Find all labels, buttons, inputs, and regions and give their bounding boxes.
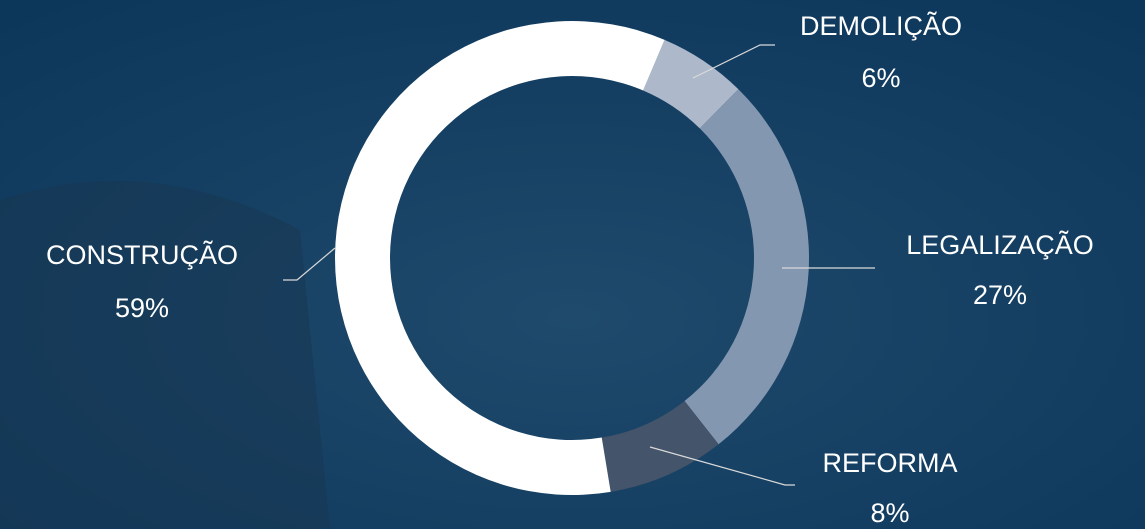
leader-line <box>692 44 775 79</box>
category-label: CONSTRUÇÃO <box>46 239 238 270</box>
category-label: DEMOLIÇÃO <box>800 10 962 41</box>
background-hill <box>0 180 330 529</box>
value-label: 27% <box>973 280 1027 310</box>
donut-segment <box>334 20 665 495</box>
value-label: 6% <box>861 63 900 93</box>
value-label: 8% <box>870 498 909 528</box>
leader-line <box>283 247 336 281</box>
category-label: REFORMA <box>823 448 958 478</box>
donut-segment <box>601 401 719 492</box>
donut-segment <box>643 39 739 129</box>
donut-segment <box>684 89 809 445</box>
category-label: LEGALIZAÇÃO <box>906 229 1094 260</box>
value-label: 59% <box>115 293 169 323</box>
leader-line <box>649 446 795 486</box>
